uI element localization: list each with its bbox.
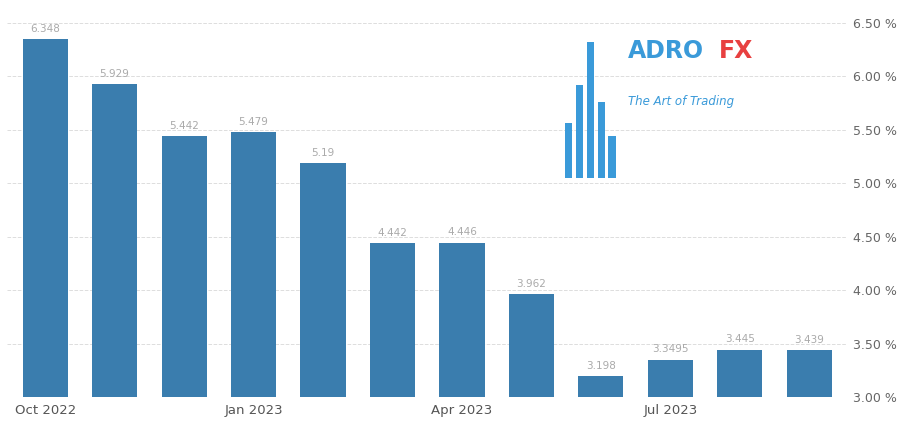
Bar — [716, 349, 761, 424]
Text: 3.198: 3.198 — [585, 360, 615, 371]
Bar — [92, 84, 137, 424]
Text: 6.348: 6.348 — [30, 24, 60, 34]
Text: 3.439: 3.439 — [794, 335, 824, 345]
Bar — [369, 243, 414, 424]
Bar — [23, 39, 68, 424]
Bar — [578, 376, 623, 424]
Bar — [162, 136, 207, 424]
Text: 5.19: 5.19 — [311, 148, 334, 158]
Text: The Art of Trading: The Art of Trading — [628, 95, 733, 108]
Text: FX: FX — [718, 39, 752, 63]
Bar — [439, 243, 484, 424]
Text: 3.962: 3.962 — [516, 279, 545, 289]
Bar — [647, 360, 693, 424]
Text: 5.929: 5.929 — [99, 69, 129, 79]
Text: 5.479: 5.479 — [238, 117, 268, 127]
Text: 3.3495: 3.3495 — [651, 344, 688, 354]
Bar — [786, 350, 831, 424]
Bar — [231, 132, 275, 424]
Text: 3.445: 3.445 — [724, 334, 754, 344]
Text: 4.446: 4.446 — [446, 227, 477, 237]
Bar — [508, 294, 554, 424]
Text: ADRO: ADRO — [628, 39, 703, 63]
Text: 5.442: 5.442 — [169, 121, 199, 131]
Text: 4.442: 4.442 — [377, 228, 407, 237]
Bar — [300, 163, 345, 424]
